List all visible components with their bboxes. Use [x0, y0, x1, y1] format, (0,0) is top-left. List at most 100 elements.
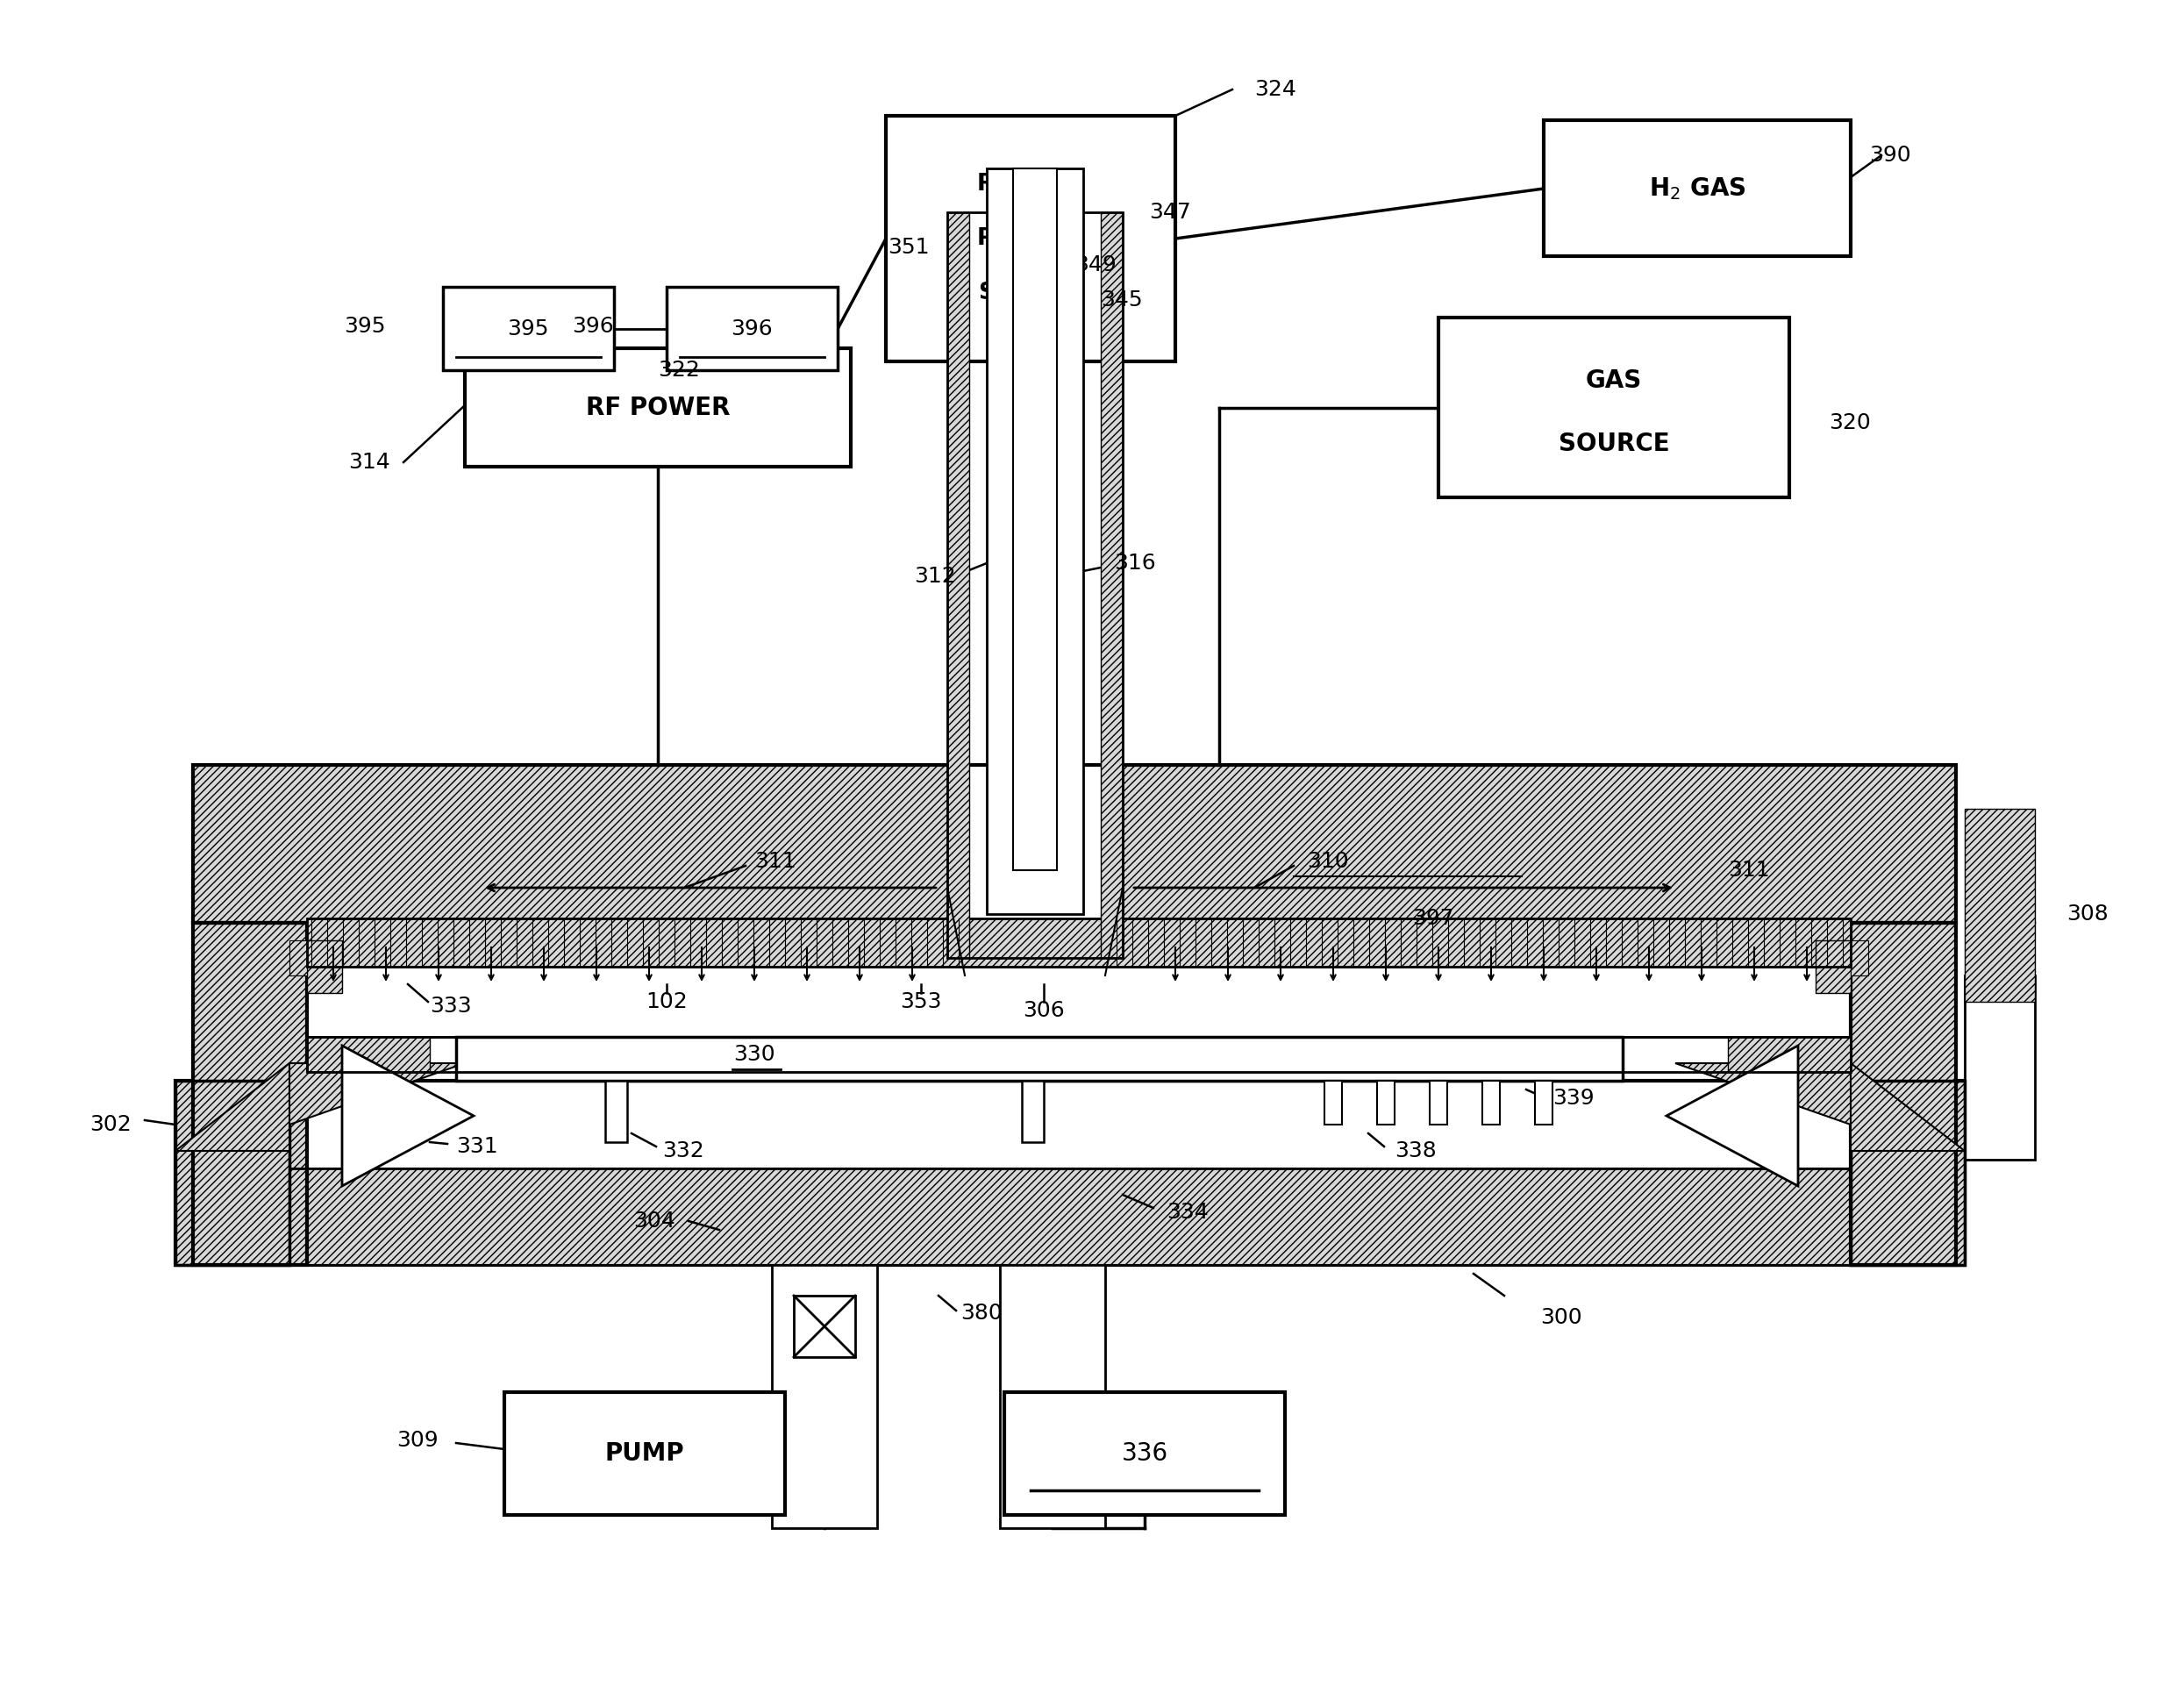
Bar	[1118, 765, 1957, 922]
Text: 351: 351	[889, 236, 930, 258]
Text: 310: 310	[1306, 851, 1350, 872]
Text: 345: 345	[1101, 290, 1142, 310]
Bar	[1000, 1264, 1105, 1528]
Bar	[175, 1081, 290, 1264]
Bar	[308, 1037, 1850, 1072]
Polygon shape	[1666, 1045, 1797, 1185]
Polygon shape	[1675, 1064, 1850, 1125]
Bar	[192, 765, 1957, 922]
Text: 311: 311	[1728, 860, 1769, 880]
Text: 390: 390	[1870, 145, 1911, 165]
Text: 308: 308	[2066, 904, 2108, 924]
Bar	[192, 765, 952, 922]
Bar	[192, 922, 308, 1264]
Text: 333: 333	[430, 996, 472, 1017]
Bar	[1815, 941, 1850, 993]
Bar	[1431, 1081, 1448, 1125]
Bar	[456, 1037, 1623, 1081]
Bar	[793, 1295, 856, 1357]
Bar	[1850, 922, 1957, 1264]
Bar	[948, 212, 1123, 958]
Bar	[987, 169, 1083, 914]
Text: 339: 339	[1553, 1087, 1594, 1109]
Bar	[605, 1081, 627, 1141]
Bar	[1101, 212, 1123, 958]
Text: 334: 334	[1166, 1202, 1208, 1222]
Text: 324: 324	[1254, 79, 1297, 99]
Bar	[465, 349, 852, 467]
Text: REMOTE: REMOTE	[976, 174, 1085, 196]
Bar	[290, 1168, 1850, 1264]
Bar	[175, 1081, 290, 1264]
Text: 353: 353	[900, 991, 941, 1012]
Text: GAS: GAS	[1586, 368, 1642, 393]
Bar	[1483, 1081, 1500, 1125]
Text: 102: 102	[646, 991, 688, 1012]
Bar	[290, 1168, 1850, 1264]
Bar	[308, 919, 1850, 966]
Bar	[175, 1081, 1966, 1264]
Bar	[308, 941, 343, 993]
Bar	[443, 287, 614, 371]
Text: 332: 332	[662, 1140, 703, 1162]
Text: 380: 380	[961, 1303, 1002, 1324]
Bar	[1022, 1081, 1044, 1141]
Text: SOURCE: SOURCE	[978, 282, 1083, 303]
Text: SOURCE: SOURCE	[1559, 432, 1669, 455]
Text: 309: 309	[397, 1430, 439, 1452]
Polygon shape	[343, 1045, 474, 1185]
Text: 395: 395	[507, 319, 548, 339]
Text: 396: 396	[572, 315, 614, 337]
Bar	[1378, 1081, 1396, 1125]
Text: 347: 347	[1149, 202, 1190, 223]
Text: 349: 349	[1075, 255, 1116, 275]
Bar	[1850, 941, 1867, 976]
Text: PLASMA: PLASMA	[976, 228, 1083, 250]
Bar	[1850, 1081, 1966, 1264]
Bar	[308, 919, 1850, 966]
Text: 312: 312	[915, 566, 957, 587]
Text: 397: 397	[1413, 909, 1455, 929]
Bar	[290, 941, 308, 976]
Text: 336: 336	[1120, 1442, 1168, 1465]
Bar	[1535, 1081, 1553, 1125]
Bar	[1544, 120, 1850, 256]
Bar	[505, 1393, 784, 1516]
Bar	[948, 212, 970, 958]
Bar	[1966, 809, 2035, 1001]
Polygon shape	[290, 1064, 465, 1125]
Bar	[1850, 1081, 1966, 1264]
Text: 331: 331	[456, 1136, 498, 1157]
Bar	[308, 1037, 430, 1072]
Bar	[771, 1264, 878, 1528]
Bar	[666, 287, 839, 371]
Text: 300: 300	[1540, 1307, 1581, 1329]
Text: 302: 302	[90, 1114, 131, 1135]
Text: 330: 330	[734, 1044, 775, 1066]
Text: 338: 338	[1396, 1140, 1437, 1162]
Bar	[1013, 169, 1057, 870]
Bar	[1966, 976, 2035, 1160]
Bar	[1324, 1081, 1341, 1125]
Text: 316: 316	[1114, 553, 1155, 573]
Bar	[1728, 1037, 1850, 1072]
Bar	[1850, 922, 1957, 1264]
Text: 311: 311	[753, 851, 797, 872]
Text: RF POWER: RF POWER	[585, 396, 729, 420]
Text: 322: 322	[657, 359, 699, 381]
Polygon shape	[175, 1064, 290, 1152]
Text: 306: 306	[1022, 1000, 1066, 1022]
Text: 395: 395	[345, 315, 387, 337]
Bar	[308, 966, 1850, 1037]
Bar	[1005, 1393, 1284, 1516]
Bar	[1439, 317, 1789, 497]
Bar	[192, 922, 308, 1264]
Text: 314: 314	[349, 452, 391, 472]
Text: 396: 396	[732, 319, 773, 339]
Text: 320: 320	[1828, 413, 1872, 433]
Text: H$_2$ GAS: H$_2$ GAS	[1649, 175, 1745, 202]
Text: PUMP: PUMP	[605, 1442, 684, 1465]
Text: 304: 304	[633, 1211, 675, 1231]
Polygon shape	[1850, 1064, 1966, 1152]
Bar	[887, 116, 1175, 361]
